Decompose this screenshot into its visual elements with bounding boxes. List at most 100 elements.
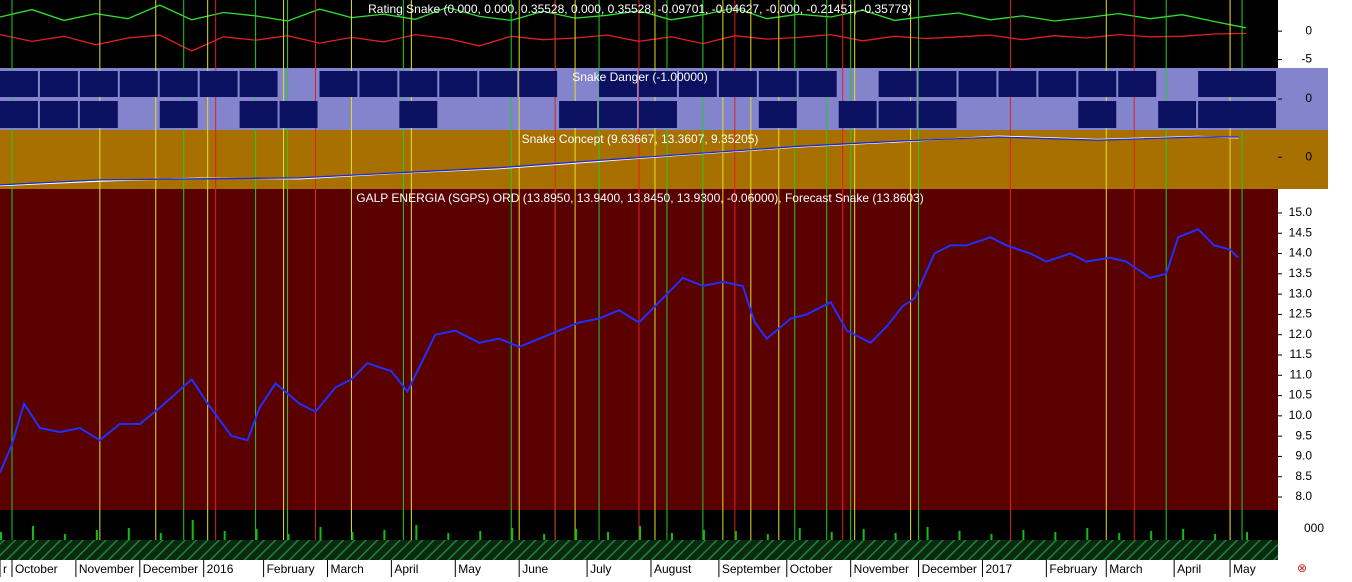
- danger-block: [279, 101, 318, 128]
- danger-block: [1078, 71, 1117, 97]
- danger-block: [239, 101, 278, 128]
- danger-block: [39, 101, 78, 128]
- danger-block: [878, 101, 917, 128]
- volume-bar: [1054, 532, 1057, 540]
- date-axis: [0, 560, 1278, 577]
- volume-bar: [1246, 532, 1249, 540]
- volume-bar: [95, 530, 98, 540]
- pane-title: Rating Snake (0.000, 0.000, 0.35528, 0.0…: [368, 2, 912, 16]
- danger-block: [239, 71, 278, 97]
- danger-block: [0, 101, 38, 128]
- y-tick-label: 14.5: [1289, 225, 1313, 239]
- danger-block: [599, 101, 637, 128]
- x-tick-label: November: [854, 562, 909, 576]
- y-tick-label: 8.5: [1295, 469, 1312, 483]
- x-tick-label: March: [1109, 562, 1142, 576]
- volume-bar: [766, 534, 769, 540]
- danger-block: [998, 71, 1037, 97]
- danger-block: [159, 101, 198, 128]
- series-line: [0, 136, 1239, 186]
- danger-block: [199, 71, 238, 97]
- danger-block: [159, 71, 198, 97]
- danger-block: [639, 71, 677, 97]
- y-tick-label: 0: [1305, 149, 1312, 163]
- volume-bar: [223, 531, 226, 540]
- volume-bar: [734, 531, 737, 540]
- volume-bar: [191, 520, 194, 540]
- x-tick-label: December: [143, 562, 198, 576]
- y-tick-label: 15.0: [1289, 205, 1313, 219]
- volume-bar: [1150, 531, 1153, 540]
- danger-block: [439, 71, 478, 97]
- y-tick-label: 8.0: [1295, 489, 1312, 503]
- danger-block: [758, 101, 797, 128]
- x-tick-label: April: [1177, 562, 1201, 576]
- danger-block: [878, 71, 917, 97]
- x-tick-label: June: [522, 562, 548, 576]
- volume-bar: [958, 531, 961, 540]
- danger-block: [559, 101, 598, 128]
- date-strip: [0, 540, 1278, 560]
- danger-block: [958, 71, 997, 97]
- danger-block: [519, 71, 558, 97]
- danger-block: [319, 71, 358, 97]
- volume-bar: [383, 530, 386, 540]
- volume-bar: [894, 533, 897, 540]
- x-tick-label: 2016: [207, 562, 234, 576]
- volume-bar: [447, 533, 450, 540]
- volume-bar: [1214, 534, 1217, 540]
- x-tick-label: July: [590, 562, 611, 576]
- x-tick-label: 2017: [985, 562, 1012, 576]
- volume-bar: [543, 534, 546, 540]
- close-icon[interactable]: ⊗: [1297, 561, 1307, 575]
- danger-block: [678, 71, 717, 97]
- danger-block: [0, 71, 38, 97]
- volume-bar: [926, 527, 929, 540]
- y-tick-label: 12.5: [1289, 307, 1313, 321]
- danger-block: [39, 71, 78, 97]
- volume-bar: [255, 529, 258, 540]
- volume-bar: [607, 532, 610, 540]
- x-tick-label: September: [722, 562, 781, 576]
- x-tick-label: February: [1049, 562, 1097, 576]
- y-tick-label: 9.0: [1295, 449, 1312, 463]
- volume-bar: [1118, 533, 1121, 540]
- series-line: [0, 228, 1239, 474]
- danger-block: [1198, 101, 1276, 128]
- volume-bar: [798, 528, 801, 540]
- volume-bar: [1022, 530, 1025, 540]
- pane-title: GALP ENERGIA (SGPS) ORD (13.8950, 13.940…: [356, 191, 923, 205]
- volume-bar: [287, 534, 290, 540]
- volume-bar: [1182, 529, 1185, 540]
- x-tick-label: May: [458, 562, 481, 576]
- volume-bar: [63, 534, 66, 540]
- x-tick-label: August: [654, 562, 692, 576]
- volume-bar: [702, 530, 705, 540]
- danger-block: [718, 71, 757, 97]
- y-tick-label: 11.0: [1290, 367, 1313, 381]
- volume-bar: [511, 528, 514, 540]
- y-tick-label: 0: [1305, 23, 1312, 37]
- x-tick-label: December: [922, 562, 977, 576]
- danger-block: [918, 101, 957, 128]
- danger-block: [639, 101, 677, 128]
- y-tick-label: 13.5: [1289, 266, 1313, 280]
- x-tick-label: November: [79, 562, 134, 576]
- danger-block: [838, 101, 877, 128]
- danger-block: [1038, 71, 1077, 97]
- y-tick-label: 13.0: [1289, 286, 1313, 300]
- danger-block: [79, 101, 118, 128]
- x-tick-label: February: [267, 562, 315, 576]
- danger-block: [359, 71, 398, 97]
- volume-bar: [319, 527, 322, 540]
- danger-block: [918, 71, 957, 97]
- volume-bar: [351, 532, 354, 540]
- danger-block: [599, 71, 637, 97]
- volume-bar: [862, 529, 865, 540]
- volume-bar: [1086, 528, 1089, 540]
- danger-block: [79, 71, 118, 97]
- pane-title: Snake Concept (9.63667, 13.3607, 9.35205…: [522, 132, 759, 146]
- x-tick-label: October: [15, 562, 58, 576]
- danger-block: [399, 71, 438, 97]
